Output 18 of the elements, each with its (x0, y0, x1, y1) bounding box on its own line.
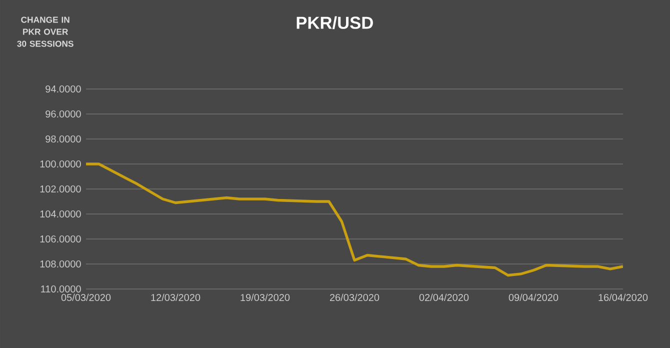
x-tick-label: 05/03/2020 (61, 294, 111, 302)
chart-title: PKR/USD (296, 16, 373, 30)
y-tick-label: 96.0000 (46, 110, 81, 118)
y-tick-label: 104.0000 (40, 210, 81, 218)
x-tick-label: 02/04/2020 (419, 294, 469, 302)
y-tick-label: 106.0000 (40, 235, 81, 243)
y-tick-label: 94.0000 (46, 85, 81, 93)
y-tick-label: 98.0000 (46, 135, 81, 143)
y-axis-title: CHANGE IN PKR OVER 30 SESSIONS (17, 16, 74, 47)
x-tick-label: 19/03/2020 (240, 294, 290, 302)
y-tick-label: 100.0000 (40, 160, 81, 168)
y-tick-label: 110.0000 (41, 285, 81, 293)
x-tick-label: 16/04/2020 (598, 294, 648, 302)
x-tick-label: 09/04/2020 (508, 294, 558, 302)
x-tick-label: 26/03/2020 (330, 294, 380, 302)
y-tick-label: 108.0000 (40, 260, 81, 268)
y-tick-label: 102.0000 (40, 185, 81, 193)
x-tick-label: 12/03/2020 (151, 294, 200, 302)
